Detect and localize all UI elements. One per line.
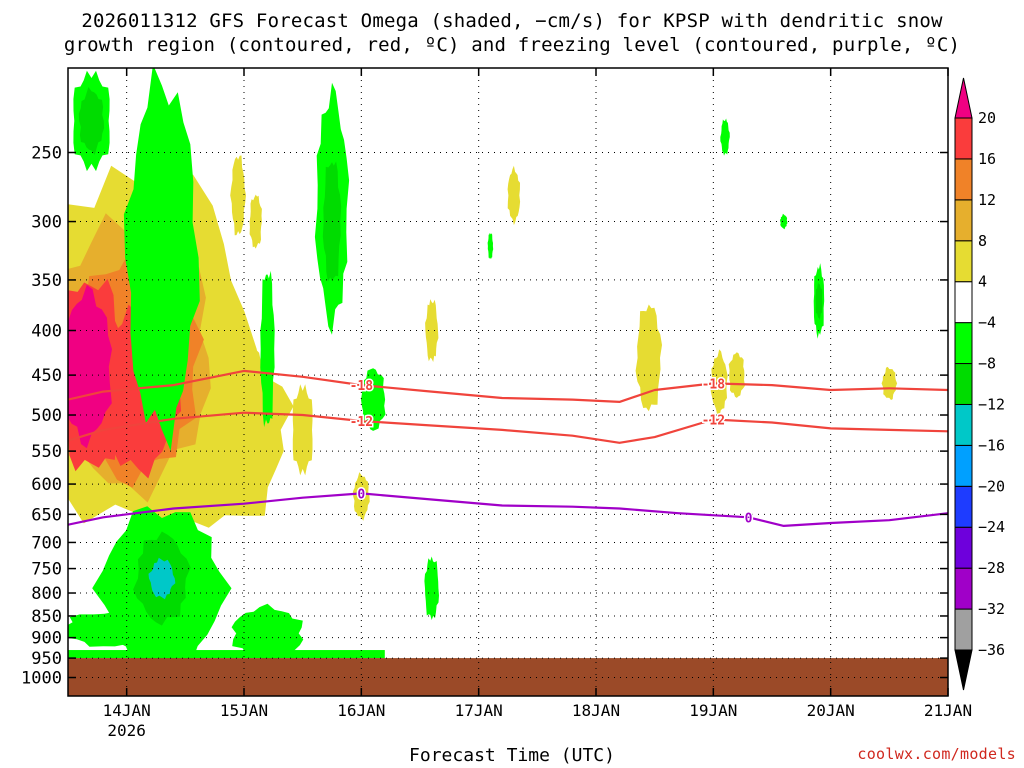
colorbar-swatch (954, 608, 973, 651)
plot-frame (67, 67, 949, 697)
colorbar-swatch (954, 281, 973, 324)
x-tick-label: 15JAN (220, 701, 268, 720)
contour-line (68, 411, 948, 444)
omega-region-ascent-cell (292, 384, 313, 476)
omega-region-ascent-cell (425, 299, 439, 362)
contour-line (68, 492, 948, 527)
y-tick-label: 750 (31, 560, 62, 580)
x-tick-label: 17JAN (455, 701, 503, 720)
y-tick-label: 300 (31, 213, 62, 233)
y-tick-label: 350 (31, 271, 62, 291)
omega-region-ascent-cell (881, 366, 898, 400)
colorbar-label: 16 (978, 150, 996, 168)
omega-region-descent-cell (123, 68, 200, 451)
contour-label: -18 (702, 377, 726, 392)
omega-region-ascent-cell (635, 304, 662, 412)
colorbar-swatch (954, 363, 973, 405)
omega-region-moderate-descent-high (78, 87, 105, 155)
y-tick-label: 450 (31, 366, 62, 386)
y-tick-label: 900 (31, 629, 62, 649)
x-axis-label: Forecast Time (UTC) (409, 745, 615, 766)
colorbar-swatch (954, 240, 973, 283)
colorbar-label: 4 (978, 273, 987, 291)
x-tick-label: 18JAN (572, 701, 620, 720)
omega-region-ascent-cell (353, 472, 370, 521)
credit-link[interactable]: coolwx.com/models (857, 745, 1016, 763)
colorbar-label: −36 (978, 641, 1005, 659)
y-tick-label: 250 (31, 144, 62, 164)
omega-region-descent-cell (780, 213, 788, 230)
colorbar-swatch (954, 567, 973, 610)
colorbar-label: −16 (978, 436, 1005, 454)
y-tick-label: 500 (31, 406, 62, 426)
contour-label: 0 (745, 511, 753, 526)
y-tick-label: 650 (31, 505, 62, 525)
colorbar-swatch (954, 158, 973, 201)
y-tick-label: 400 (31, 322, 62, 342)
x-tick-label: 16JAN (337, 701, 385, 720)
omega-region-descent-cell (487, 232, 494, 260)
colorbar-swatch (954, 526, 973, 569)
x-tick-label: 19JAN (689, 701, 737, 720)
y-tick-label: 950 (31, 649, 62, 669)
omega-shading (68, 68, 948, 696)
omega-region-descent-cell (68, 611, 170, 647)
contour-label: -12 (350, 415, 373, 430)
colorbar-swatch (954, 199, 973, 242)
contour-label: -12 (702, 414, 725, 429)
colorbar-label: −4 (978, 314, 996, 332)
omega-region-descent-cell (260, 270, 275, 428)
x-tick-label: 20JAN (807, 701, 855, 720)
omega-region-ascent-cell (728, 352, 745, 398)
temperature-contours: -18 -18 -12 -12 0 0 (68, 369, 948, 528)
colorbar-label: 12 (978, 191, 996, 209)
ground-terrain (68, 658, 948, 696)
colorbar-swatch (954, 117, 973, 160)
omega-region-low-level-band (68, 650, 385, 659)
y-tick-label: 1000 (21, 669, 62, 689)
colorbar: −36 −32 −28 −24 −20 −16 −12 −8 −4 4 8 12 16 20 (954, 77, 1005, 691)
x-axis-ticks: 14JAN 15JAN 16JAN 17JAN 18JAN 19JAN 20JAN 21JAN… (103, 68, 972, 740)
omega-region-ascent-cell (230, 155, 246, 236)
colorbar-label: −20 (978, 477, 1005, 495)
y-axis-ticks: 2503003504004505005506006507007508008509… (21, 144, 948, 689)
omega-region-ascent-cell (507, 165, 521, 226)
omega-region-moderate-descent-upper (815, 281, 823, 321)
colorbar-label: −28 (978, 559, 1005, 577)
colorbar-swatch (954, 485, 973, 528)
omega-region-max-ascent (68, 284, 112, 449)
x-tick-label: 21JAN (924, 701, 972, 720)
y-tick-label: 550 (31, 442, 62, 462)
omega-region-descent-cell (720, 118, 730, 156)
y-tick-label: 800 (31, 584, 62, 604)
colorbar-label: −32 (978, 600, 1005, 618)
colorbar-swatch (954, 403, 973, 446)
colorbar-extend-bottom (954, 649, 973, 691)
colorbar-swatch (954, 444, 973, 487)
colorbar-label: 20 (978, 109, 996, 127)
y-tick-label: 850 (31, 607, 62, 627)
colorbar-swatch (954, 322, 973, 365)
colorbar-label: 8 (978, 232, 987, 250)
colorbar-label: −8 (978, 355, 996, 373)
omega-region-ascent-cell (249, 194, 262, 249)
contour-label: 0 (357, 487, 365, 502)
contour-line (68, 369, 948, 403)
omega-region-descent-cell (231, 603, 304, 664)
chart-title-line-1: 2026011312 GFS Forecast Omega (shaded, −… (81, 10, 943, 32)
colorbar-extend-top (954, 77, 973, 119)
colorbar-label: −12 (978, 395, 1005, 413)
y-tick-label: 600 (31, 475, 62, 495)
omega-region-descent-cell (424, 556, 439, 620)
omega-region-strong-descent (148, 557, 176, 600)
chart-title-line-2: growth region (contoured, red, ºC) and f… (63, 34, 961, 56)
colorbar-label: −24 (978, 518, 1005, 536)
contour-label: -18 (350, 379, 374, 394)
omega-region-descent-cell (360, 368, 386, 431)
x-tick-sublabel: 2026 (107, 721, 146, 740)
x-tick-label: 14JAN (103, 701, 151, 720)
y-tick-label: 700 (31, 533, 62, 553)
